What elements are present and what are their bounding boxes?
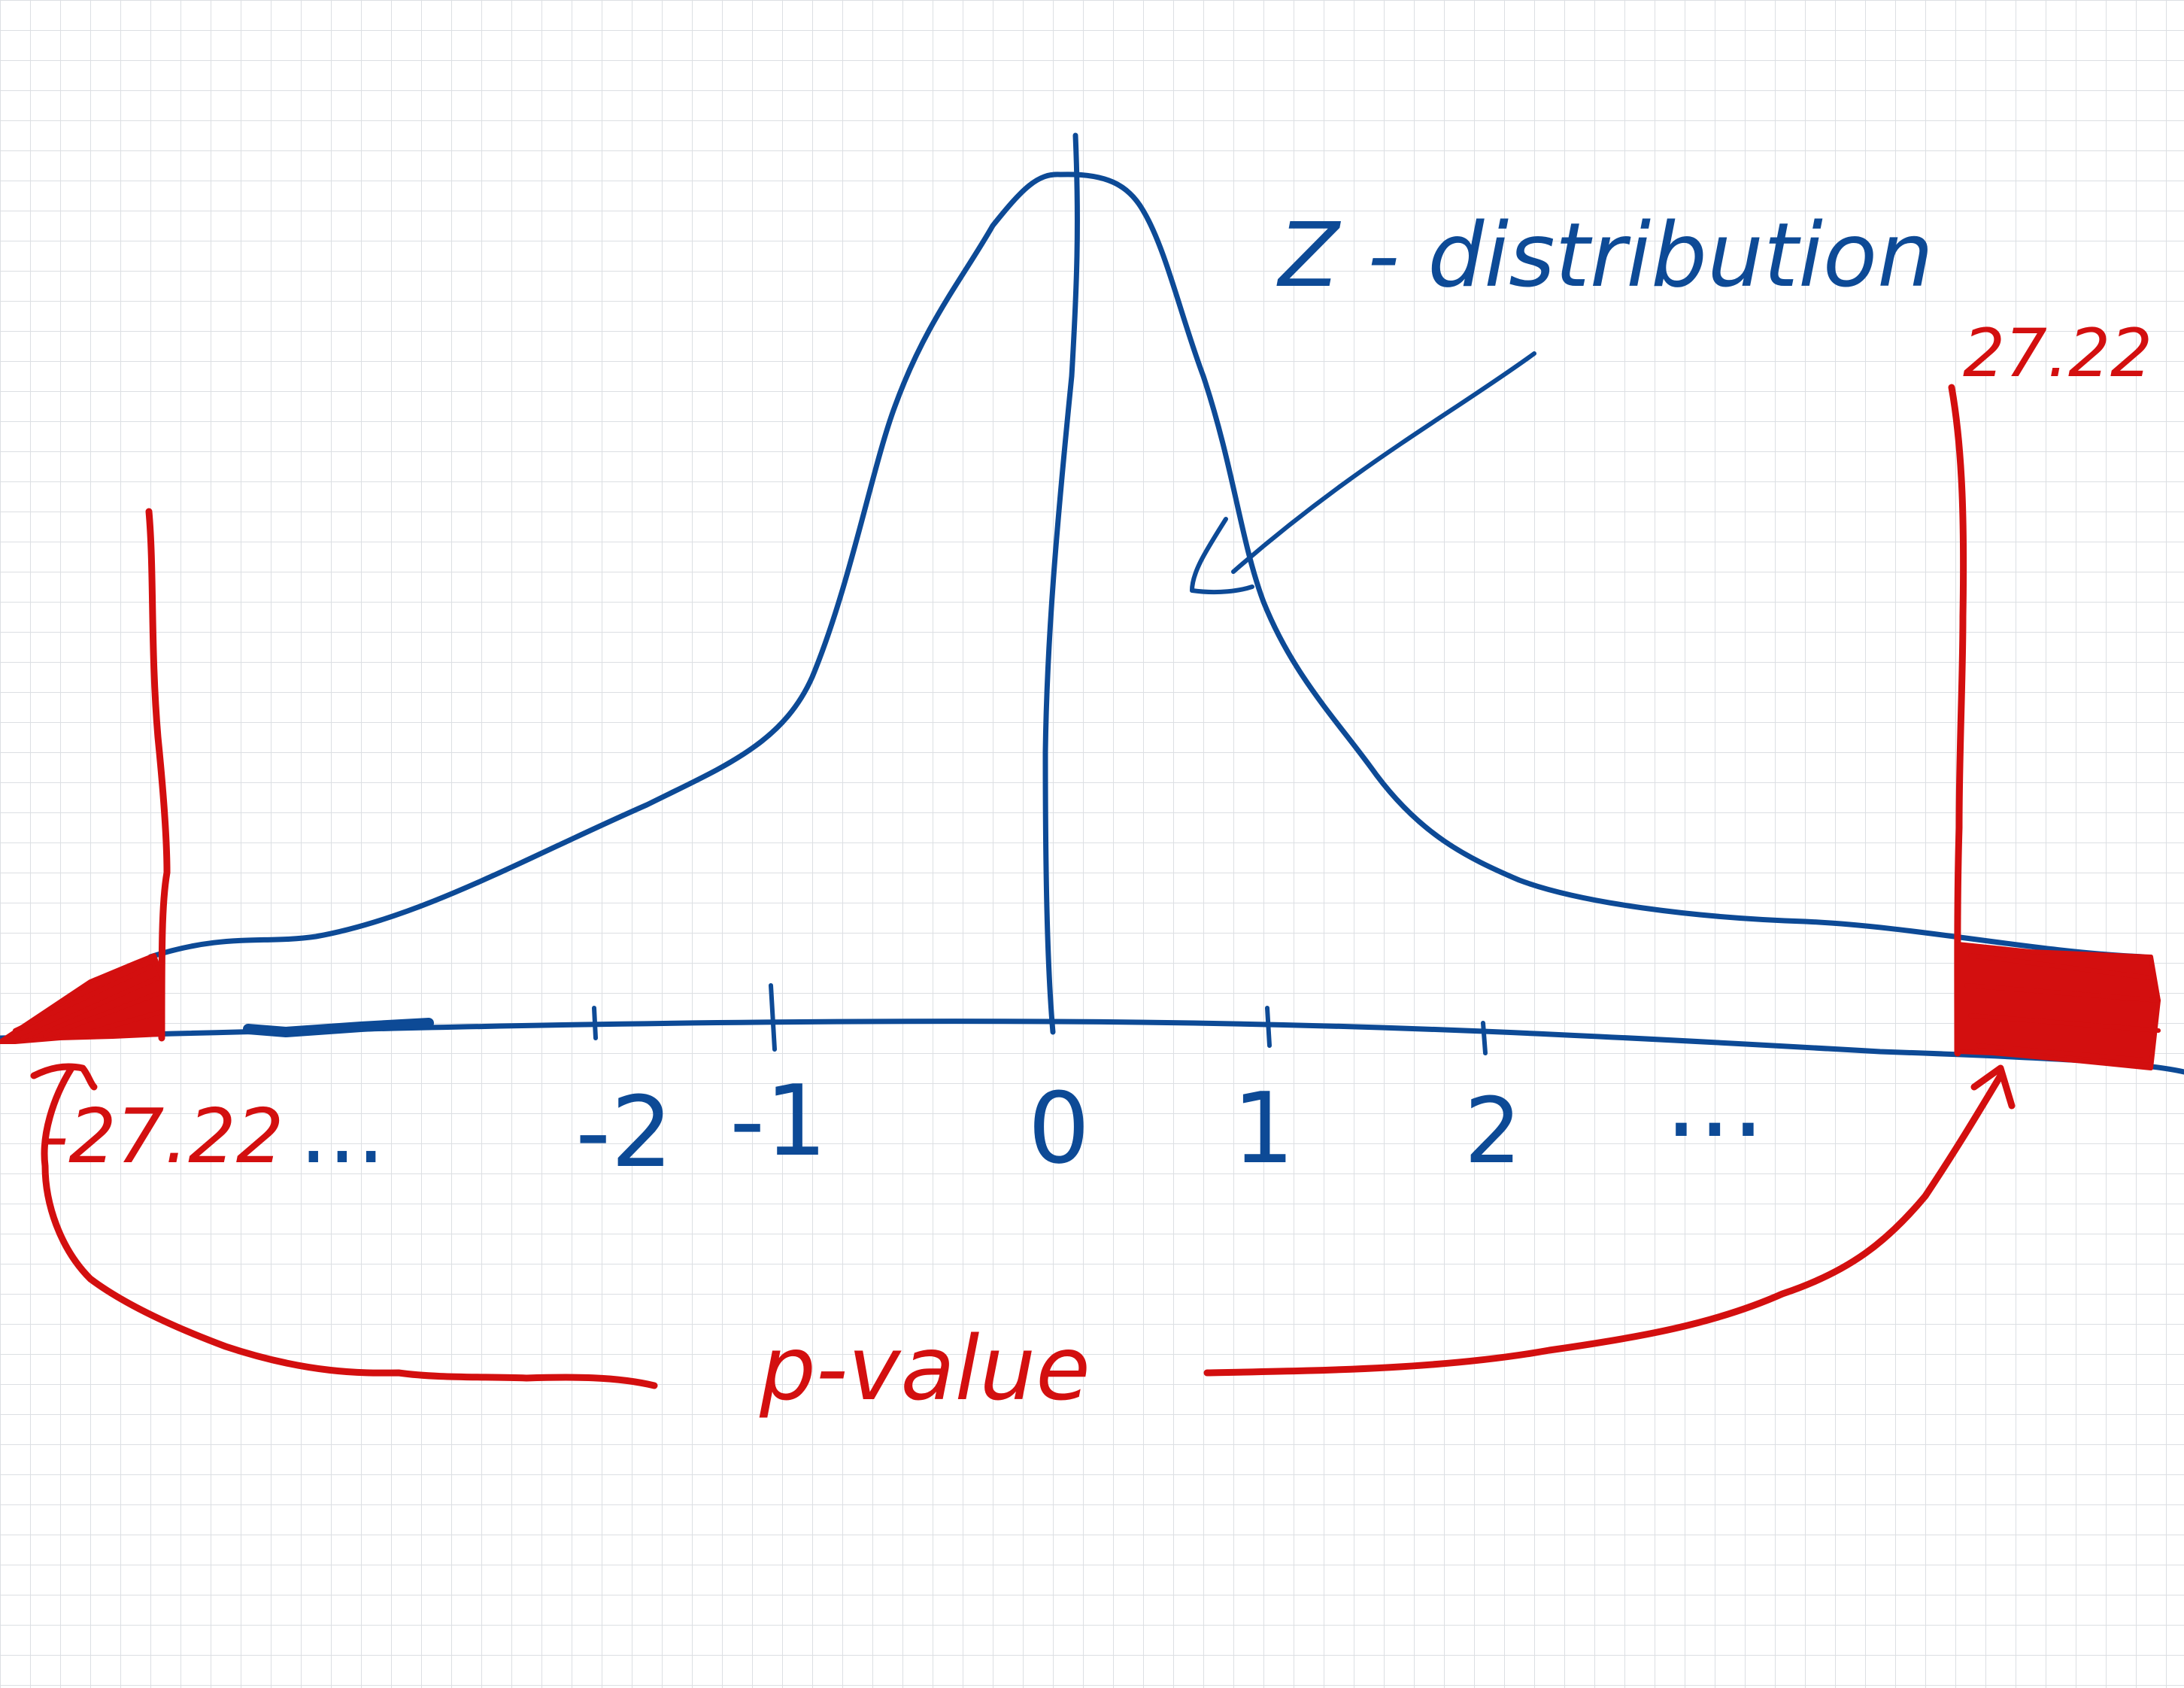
tick-pos2 [1481,1021,1488,1055]
tick-label-zero: 0 [1028,1071,1090,1186]
tick-labels: ... -2 -1 0 1 2 ... [299,1039,1765,1189]
critical-value-left-label: -27.22 [41,1092,284,1180]
curve-label: Z - distribution [1276,203,1934,307]
tick-neg2 [592,1006,598,1040]
shaded-tail-left-scribble [13,964,164,1040]
shaded-tail-right-scribble [1964,953,2161,1063]
tick-label-pos1: 1 [1233,1071,1295,1186]
bell-curve [147,172,2146,960]
curve-label-arrowhead [1190,517,1254,595]
tick-label-dots-left: ... [299,1079,385,1184]
p-value-label: p-value [759,1316,1090,1420]
p-value-arrowhead-left [30,1063,98,1091]
tick-pos1 [1265,1006,1272,1048]
shaded-tail-right [1955,942,2161,1070]
tick-neg1 [769,983,777,1052]
tick-label-dots-right: ... [1664,1039,1765,1161]
x-axis-smudge [243,1018,434,1037]
critical-line-left [145,508,171,1042]
curve-label-pointer [1231,351,1536,574]
p-value-arrow-right [1203,1072,2004,1377]
p-value-arrowhead-right [1970,1064,2016,1110]
tick-label-neg2: -2 [575,1075,673,1189]
y-axis-line [1042,132,1080,1035]
critical-value-right-label: 27.22 [1963,314,2152,392]
tick-label-pos2: 2 [1464,1079,1521,1184]
axis-ticks [592,983,1488,1055]
p-value-arrow-left [41,1064,658,1389]
tick-label-neg1: -1 [730,1064,827,1178]
